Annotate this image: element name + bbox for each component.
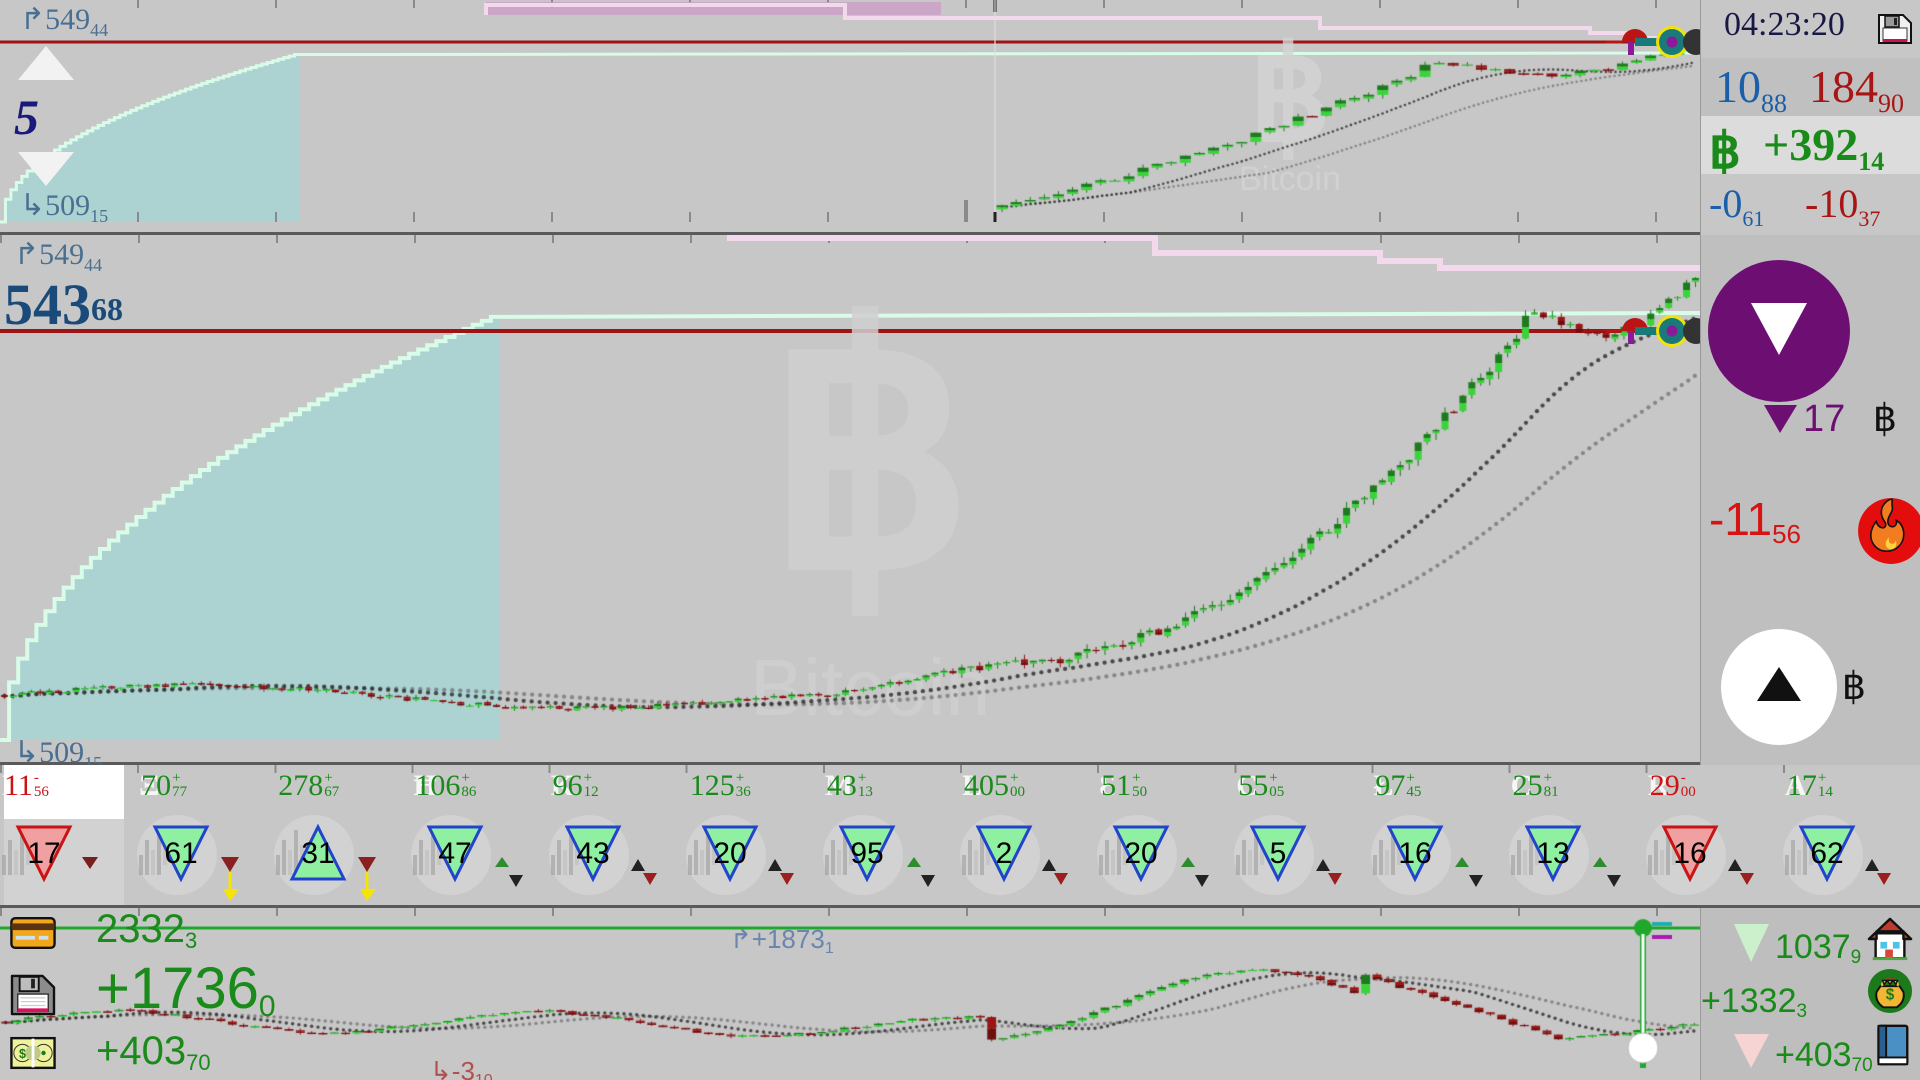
svg-text:฿: ฿: [1842, 666, 1866, 708]
svg-text:17: 17: [1803, 398, 1845, 440]
svg-text:-1156: -1156: [1709, 493, 1801, 549]
svg-text:10379: 10379: [1775, 928, 1861, 968]
svg-text:95: 95: [850, 837, 883, 870]
svg-text:$: $: [1886, 987, 1895, 1004]
svg-text:13: 13: [1536, 837, 1569, 870]
svg-text:$: $: [19, 1047, 26, 1061]
svg-text:2: 2: [996, 837, 1013, 870]
svg-text:16: 16: [1673, 837, 1706, 870]
svg-text:61: 61: [164, 837, 197, 870]
svg-text:47: 47: [439, 837, 472, 870]
svg-text:23323: 23323: [96, 908, 197, 953]
svg-text:฿: ฿: [1873, 398, 1897, 440]
svg-text:17: 17: [27, 837, 60, 870]
svg-text:20: 20: [713, 837, 746, 870]
svg-text:+13323: +13323: [1701, 982, 1807, 1022]
svg-text:+40370: +40370: [1775, 1036, 1873, 1076]
svg-text:+17360: +17360: [96, 956, 276, 1023]
svg-text:20: 20: [1124, 837, 1157, 870]
svg-text:31: 31: [302, 837, 335, 870]
svg-text:5: 5: [1270, 837, 1287, 870]
svg-text:16: 16: [1399, 837, 1432, 870]
svg-text:43: 43: [576, 837, 609, 870]
svg-text:62: 62: [1810, 837, 1843, 870]
svg-text:+40370: +40370: [96, 1029, 211, 1075]
